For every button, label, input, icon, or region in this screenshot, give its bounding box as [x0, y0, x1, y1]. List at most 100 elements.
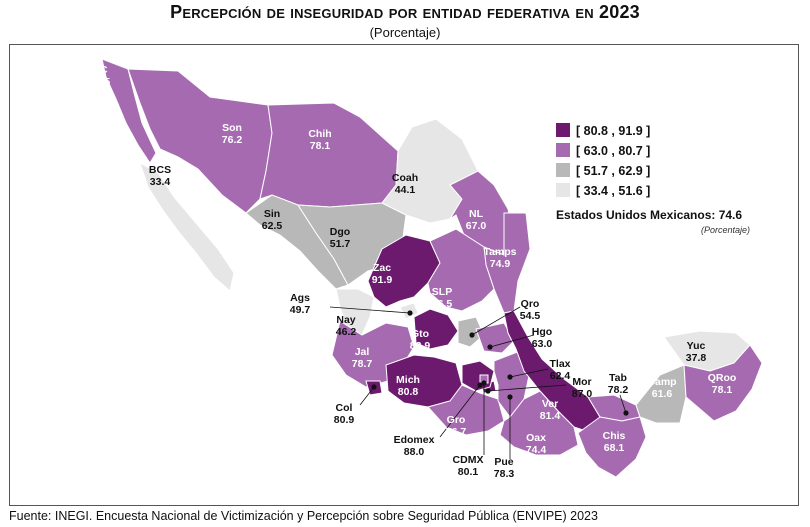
state-shape-nay: [335, 288, 375, 336]
state-value-mich: 80.8: [398, 386, 419, 398]
map-frame: BC 68.5 BCS 33.4 Son 76.2 Chih 78.1 Coah 44.1 NL 67…: [9, 44, 799, 506]
state-name-col: Col: [336, 402, 353, 414]
state-name-pue: Pue: [494, 456, 513, 468]
state-dot-qro: [469, 332, 475, 338]
leader-line-edomex: [439, 384, 481, 438]
chart-title-text: Percepción de inseguridad por entidad fe…: [170, 2, 594, 22]
state-value-yuc: 37.8: [686, 352, 707, 364]
state-value-edomex: 88.0: [404, 446, 425, 458]
state-shape-oax: [499, 390, 579, 456]
state-value-dgo: 51.7: [330, 238, 351, 250]
state-value-qroo: 78.1: [712, 384, 733, 396]
state-name-bc: BC: [92, 64, 108, 76]
state-name-tamps: Tamps: [483, 246, 516, 258]
state-shape-camp: [635, 364, 687, 424]
state-name-zac: Zac: [373, 262, 391, 274]
state-value-col: 80.9: [334, 414, 355, 426]
leader-line-col: [359, 386, 375, 406]
state-value-bc: 68.5: [90, 76, 111, 88]
state-name-chih: Chih: [308, 128, 331, 140]
state-name-tab: Tab: [609, 372, 627, 384]
legend-swatch-2: [556, 143, 570, 157]
state-value-hgo: 63.0: [532, 338, 553, 350]
state-shapes: [101, 58, 763, 478]
state-dot-col: [371, 384, 377, 390]
state-name-tlax: Tlax: [549, 358, 570, 370]
state-value-mor: 87.0: [572, 388, 593, 400]
state-value-tlax: 62.4: [550, 370, 571, 382]
state-shape-sin: [245, 194, 349, 290]
state-value-coah: 44.1: [395, 184, 416, 196]
state-dot-hgo: [487, 344, 493, 350]
state-value-gro: 76.7: [446, 426, 467, 438]
state-name-chis: Chis: [603, 430, 626, 442]
state-name-gro: Gro: [447, 414, 466, 426]
state-shape-zac: [367, 234, 441, 308]
state-name-slp: SLP: [432, 286, 452, 298]
legend: [ 80.8 , 91.9 ] [ 63.0 , 80.7 ] [ 51.7 , 6…: [556, 123, 650, 198]
state-dot-pue: [507, 394, 513, 400]
state-value-slp: 76.5: [432, 298, 453, 310]
legend-swatch-3: [556, 163, 570, 177]
state-value-gto: 82.9: [410, 340, 431, 352]
state-name-ags: Ags: [290, 292, 310, 304]
state-name-edomex: Edomex: [394, 434, 435, 446]
national-label: Estados Unidos Mexicanos: 74.6: [556, 208, 742, 222]
state-shape-hgo: [475, 322, 515, 354]
leader-line-tab: [619, 394, 627, 414]
chart-title: Percepción de inseguridad por entidad fe…: [0, 2, 810, 23]
state-value-nl: 67.0: [466, 220, 487, 232]
state-value-jal: 78.7: [352, 358, 373, 370]
state-value-son: 76.2: [222, 134, 243, 146]
state-value-cdmx: 80.1: [458, 466, 479, 478]
state-shape-gto: [413, 308, 459, 350]
legend-label-4: [ 33.4 , 51.6 ]: [576, 184, 650, 198]
state-name-mich: Mich: [396, 374, 420, 386]
state-name-nl: NL: [469, 208, 484, 220]
state-name-mor: Mor: [572, 376, 591, 388]
source-note: Fuente: INEGI. Encuesta Nacional de Vict…: [9, 509, 598, 523]
state-dot-mor: [485, 388, 491, 394]
state-shape-slp: [427, 228, 495, 312]
state-name-gto: Gto: [411, 328, 429, 340]
state-name-yuc: Yuc: [687, 340, 706, 352]
state-name-qro: Qro: [521, 298, 540, 310]
state-value-chis: 68.1: [604, 442, 625, 454]
state-value-tamps: 74.9: [490, 258, 511, 270]
state-name-ver: Ver: [542, 398, 558, 410]
state-value-tab: 78.2: [608, 384, 629, 396]
legend-label-1: [ 80.8 , 91.9 ]: [576, 124, 650, 138]
state-name-cdmx: CDMX: [453, 454, 484, 466]
state-value-bcs: 33.4: [150, 176, 171, 188]
state-name-son: Son: [222, 122, 242, 134]
state-value-pue: 78.3: [494, 468, 515, 480]
state-value-nay: 46.2: [336, 326, 357, 338]
state-shape-gro: [427, 384, 505, 436]
state-value-chih: 78.1: [310, 140, 331, 152]
state-value-camp: 61.6: [652, 388, 673, 400]
state-name-oax: Oax: [526, 432, 546, 444]
state-shape-bc: [101, 58, 157, 164]
state-name-jal: Jal: [355, 346, 370, 358]
state-name-hgo: Hgo: [532, 326, 552, 338]
state-shape-qroo: [683, 344, 763, 422]
state-value-oax: 74.4: [526, 444, 547, 456]
legend-label-3: [ 51.7 , 62.9 ]: [576, 164, 650, 178]
state-shape-cdmx: [479, 374, 489, 384]
state-value-ver: 81.4: [540, 410, 561, 422]
leader-line-mor: [487, 384, 567, 392]
state-dot-tlax: [507, 374, 513, 380]
chart-title-year: 2023: [599, 2, 640, 22]
state-shape-bcs: [139, 161, 235, 292]
national-unit: (Porcentaje): [701, 225, 750, 235]
leader-line-tlax: [509, 368, 549, 378]
leader-line-qro: [471, 306, 521, 336]
state-dot-tab: [623, 410, 629, 416]
state-value-zac: 91.9: [372, 274, 393, 286]
state-dot-cdmx: [481, 380, 487, 386]
state-shape-qro: [457, 316, 485, 348]
state-value-sin: 62.5: [262, 220, 283, 232]
state-name-qroo: QRoo: [708, 372, 737, 384]
